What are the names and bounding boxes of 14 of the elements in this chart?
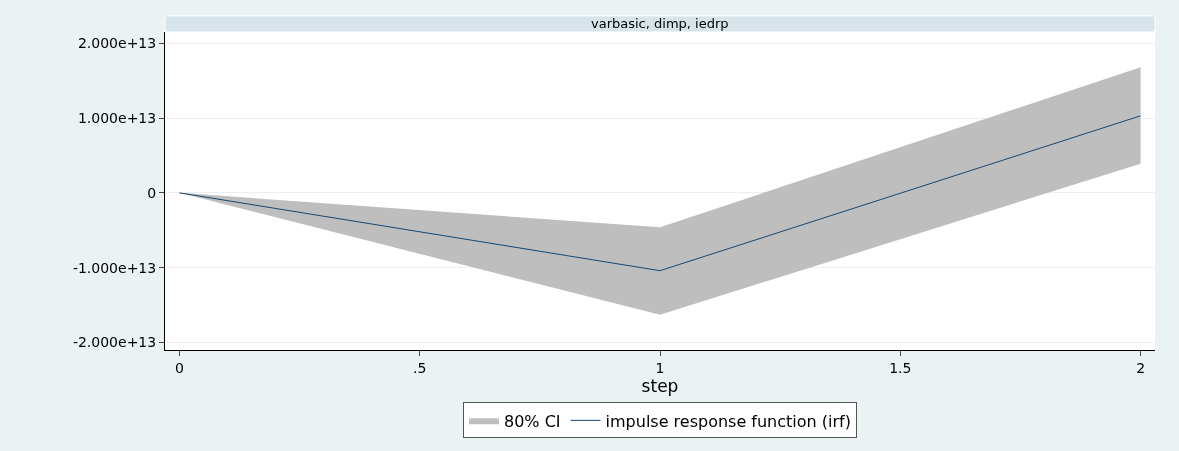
legend-label: impulse response function (irf) [605, 411, 851, 431]
y-tick-label: -2.000e+13 [72, 334, 157, 351]
y-tick-label: 1.000e+13 [77, 109, 157, 126]
legend-label: 80% CI [504, 411, 561, 431]
chart-title: varbasic, dimp, iedrp [591, 16, 729, 31]
y-tick-label: 0 [147, 184, 157, 201]
x-tick-label: 2 [1136, 359, 1146, 376]
x-tick-label: 1 [655, 359, 665, 376]
y-tick-label: 2.000e+13 [77, 35, 157, 52]
x-tick-label: 0 [174, 359, 184, 376]
x-axis-title: step [641, 375, 679, 396]
y-tick-label: -1.000e+13 [72, 259, 157, 276]
x-tick-label: .5 [413, 359, 427, 376]
x-tick-label: 1.5 [889, 359, 912, 376]
